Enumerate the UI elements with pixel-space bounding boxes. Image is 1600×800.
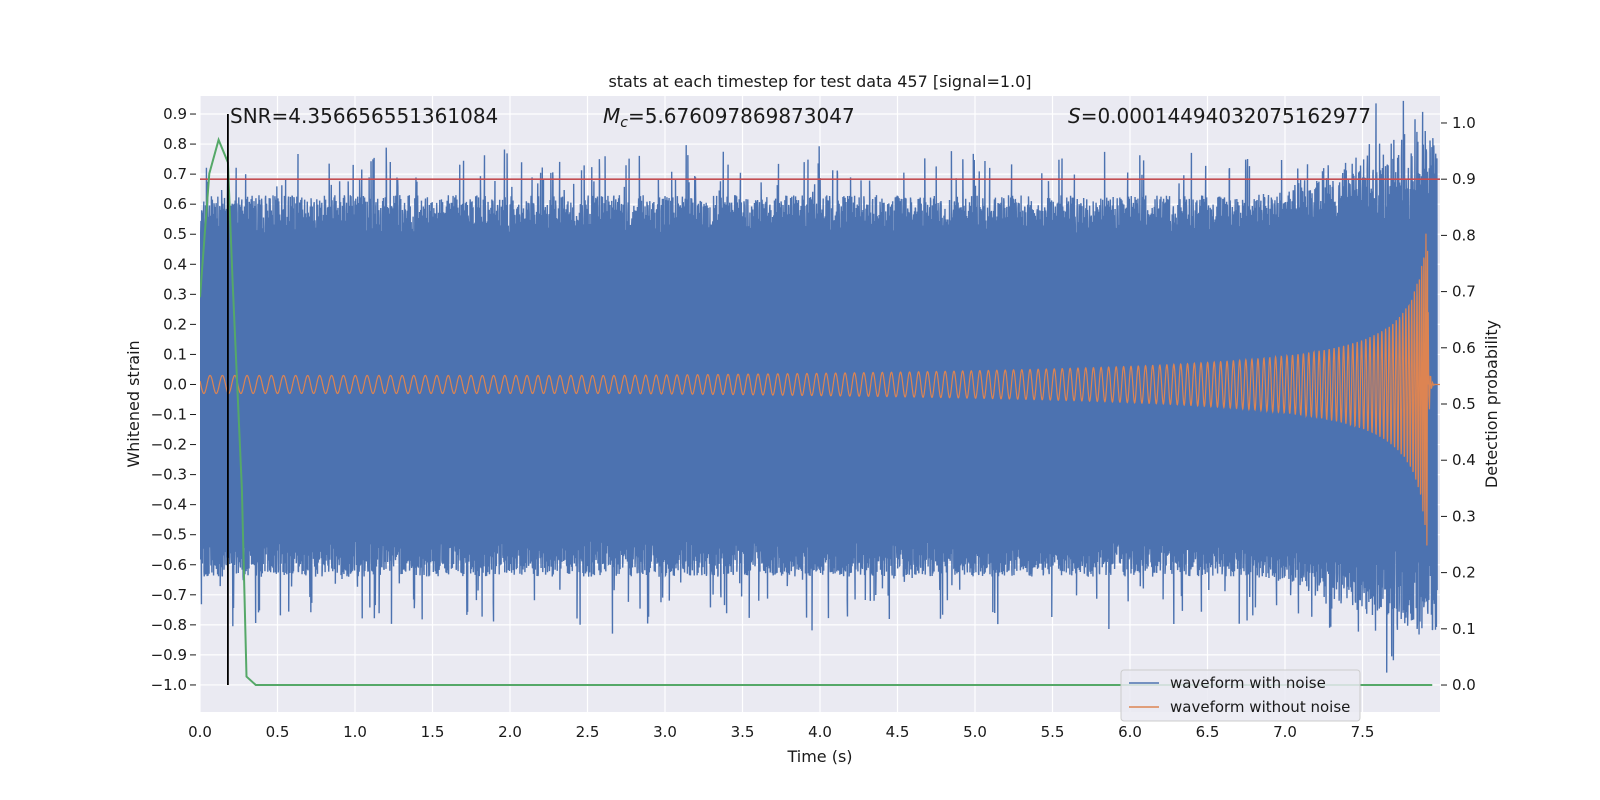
x-tick-labels: 0.0 0.5 1.0 1.5 2.0 2.5 3.0 3.5 4.0 4.5 5.0 5.5 6.0 6… <box>188 723 1374 741</box>
y-left-tick-label: 0.1 <box>163 345 187 363</box>
y-right-tick-label: 0.4 <box>1452 451 1476 469</box>
series-detection-probability <box>200 136 1433 687</box>
chart-title: stats at each timestep for test data 457… <box>608 72 1031 91</box>
x-tick-label: 7.0 <box>1273 723 1297 741</box>
x-tick-label: 0.0 <box>188 723 212 741</box>
snr-annotation: SNR=4.356656551361084 <box>230 104 498 128</box>
x-tick-label: 6.0 <box>1118 723 1142 741</box>
y-right-tick-label: 0.3 <box>1452 507 1476 525</box>
y-left-tick-label: 0.4 <box>163 255 187 273</box>
x-tick-label: 3.0 <box>653 723 677 741</box>
x-tick-label: 2.5 <box>576 723 600 741</box>
y-left-tick-label: −0.7 <box>151 586 187 604</box>
y-right-tick-labels: 1.0 0.9 0.8 0.7 0.6 0.5 0.4 0.3 0.2 0.1 0.0 <box>1441 114 1476 694</box>
y-axis-left-label: Whitened strain <box>124 340 143 467</box>
y-left-tick-label: −0.5 <box>151 526 187 544</box>
y-right-tick-label: 0.9 <box>1452 170 1476 188</box>
x-tick-label: 4.0 <box>808 723 832 741</box>
y-left-tick-label: −0.9 <box>151 646 187 664</box>
legend: waveform with noise waveform without noi… <box>1120 669 1361 722</box>
y-left-tick-label: 0.2 <box>163 315 187 333</box>
mc-subscript: c <box>620 115 628 131</box>
y-right-tick-label: 0.8 <box>1452 226 1476 244</box>
x-tick-label: 0.5 <box>266 723 290 741</box>
mc-symbol: M <box>603 104 620 128</box>
x-tick-label: 5.5 <box>1041 723 1065 741</box>
y-left-tick-label: 0.8 <box>163 135 187 153</box>
x-tick-label: 1.5 <box>421 723 445 741</box>
y-left-tick-label: 0.5 <box>163 225 187 243</box>
y-left-tick-label: −0.4 <box>151 496 187 514</box>
x-tick-label: 5.0 <box>963 723 987 741</box>
y-right-tick-label: 0.7 <box>1452 283 1476 301</box>
y-left-tick-labels: 0.9 0.8 0.7 0.6 0.5 0.4 0.3 0.2 0.1 0.0 −0.1 −0.2 −0… <box>151 105 196 694</box>
mc-annotation: Mc=5.676097869873047 <box>603 104 855 131</box>
x-tick-label: 2.0 <box>498 723 522 741</box>
y-left-tick-label: 0.6 <box>163 195 187 213</box>
series-waveform-without-noise <box>200 233 1440 546</box>
y-left-tick-label: −1.0 <box>151 676 187 694</box>
x-tick-label: 4.5 <box>886 723 910 741</box>
y-left-tick-label: −0.2 <box>151 436 187 454</box>
y-axis-right-label: Detection probability <box>1482 320 1501 488</box>
y-right-tick-label: 0.1 <box>1452 620 1476 638</box>
y-right-tick-label: 0.0 <box>1452 676 1476 694</box>
x-tick-label: 6.5 <box>1196 723 1220 741</box>
y-left-tick-label: 0.3 <box>163 285 187 303</box>
legend-label-clean: waveform without noise <box>1170 698 1350 716</box>
y-left-tick-label: 0.0 <box>163 375 187 393</box>
y-left-tick-label: −0.3 <box>151 466 187 484</box>
y-right-tick-label: 1.0 <box>1452 114 1476 132</box>
s-value: =0.00014494032075162977 <box>1081 104 1371 128</box>
x-tick-label: 1.0 <box>343 723 367 741</box>
y-right-tick-label: 0.2 <box>1452 564 1476 582</box>
s-symbol: S <box>1068 104 1081 128</box>
x-axis-label: Time (s) <box>786 747 852 766</box>
y-left-tick-label: −0.8 <box>151 616 187 634</box>
y-right-tick-label: 0.6 <box>1452 339 1476 357</box>
legend-label-noise: waveform with noise <box>1170 674 1326 692</box>
series-layer <box>200 100 1440 687</box>
mc-value: =5.676097869873047 <box>628 104 855 128</box>
legend-box <box>1120 669 1361 722</box>
y-right-tick-label: 0.5 <box>1452 395 1476 413</box>
y-left-tick-label: 0.7 <box>163 165 187 183</box>
y-left-tick-label: 0.9 <box>163 105 187 123</box>
series-waveform-with-noise <box>200 100 1438 673</box>
x-tick-label: 7.5 <box>1351 723 1375 741</box>
s-annotation: S=0.00014494032075162977 <box>1068 104 1371 128</box>
y-left-tick-label: −0.1 <box>151 406 187 424</box>
y-left-tick-label: −0.6 <box>151 556 187 574</box>
x-tick-label: 3.5 <box>731 723 755 741</box>
